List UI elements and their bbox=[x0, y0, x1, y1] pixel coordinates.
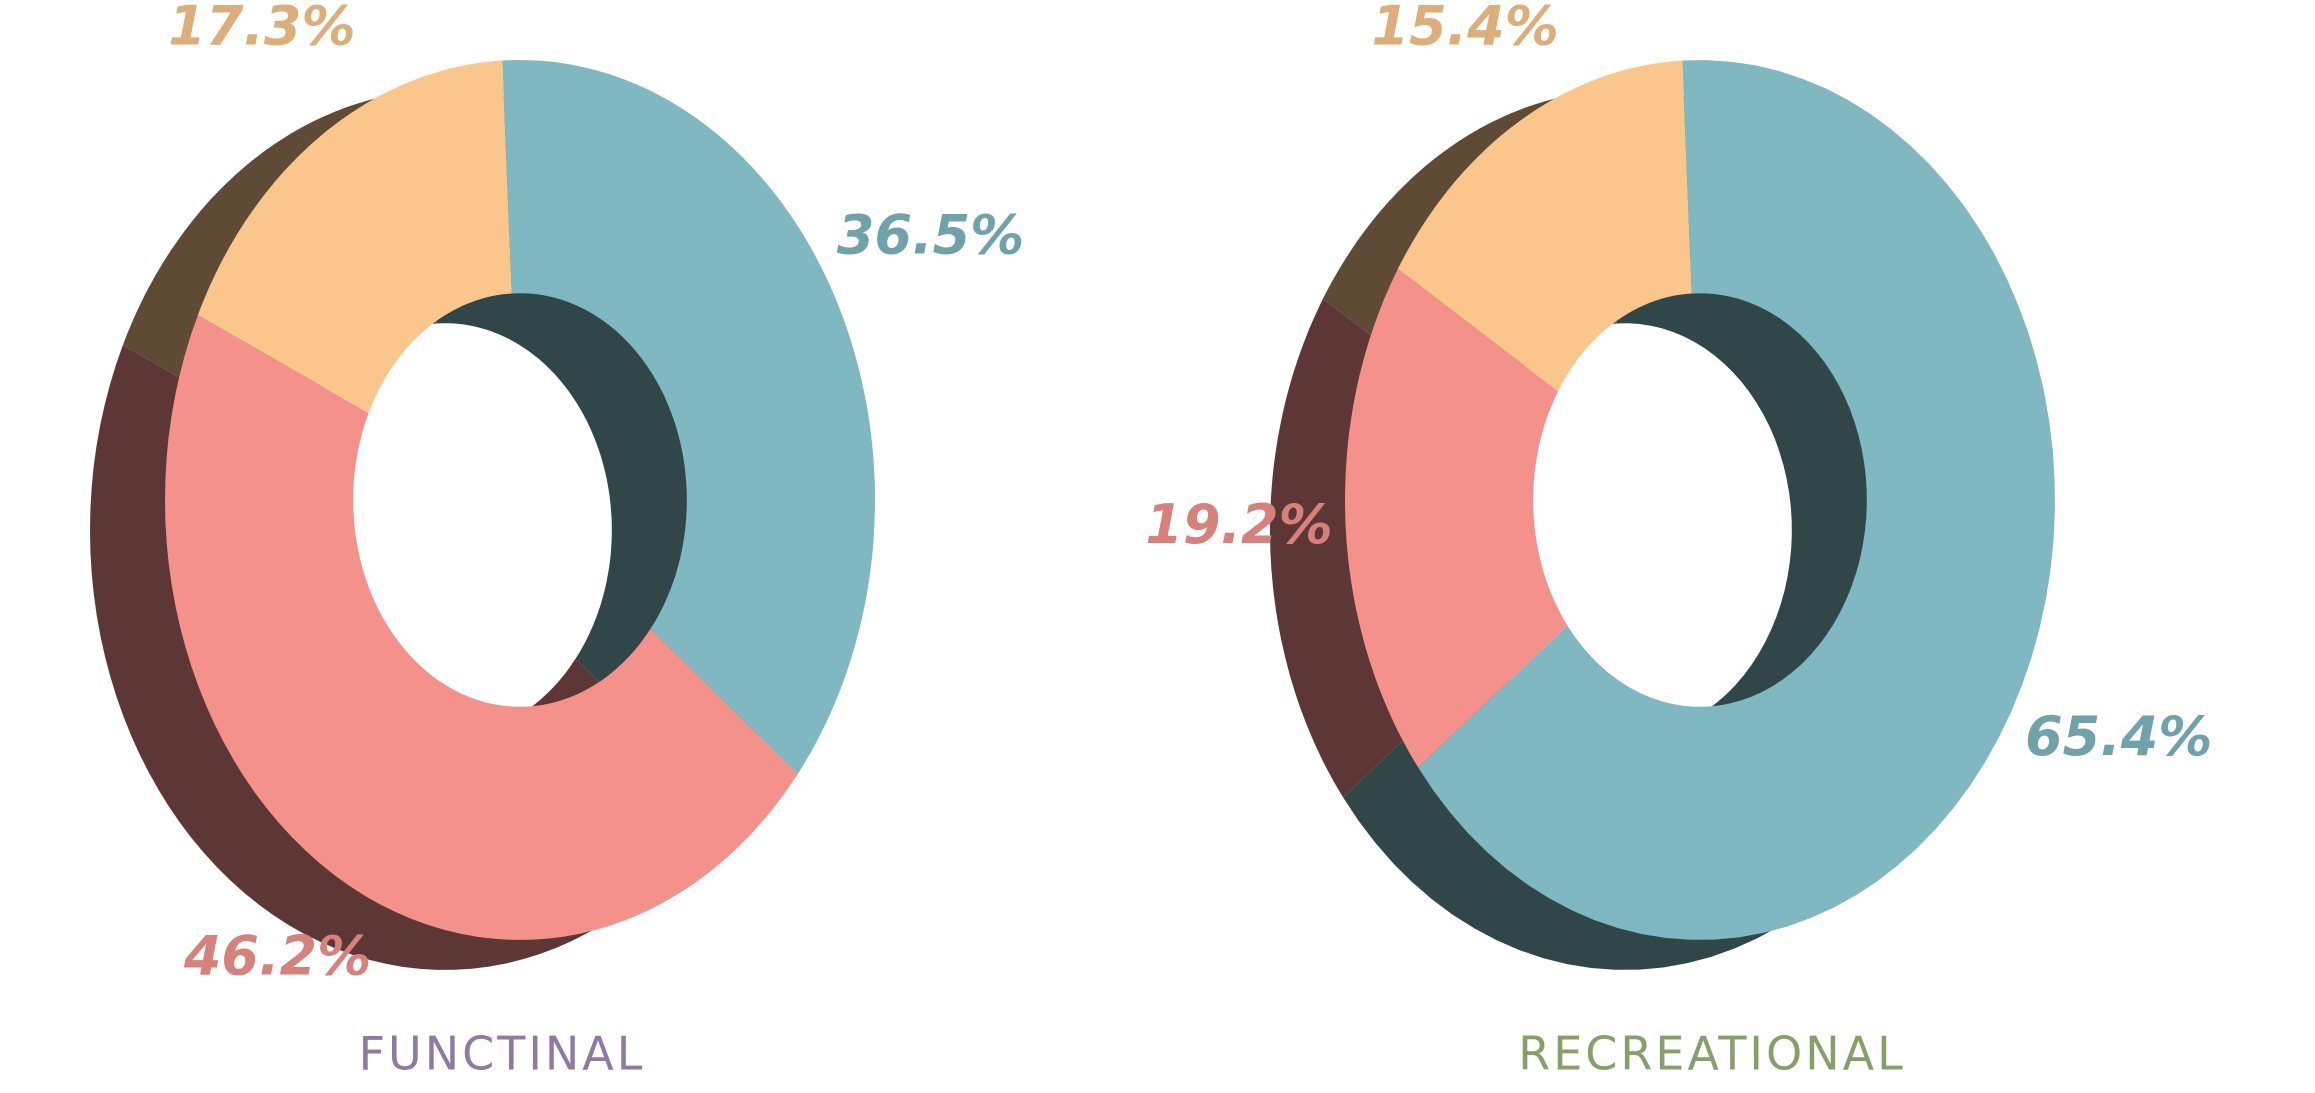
value-label: 65.4% bbox=[2025, 705, 2212, 768]
slice bbox=[1397, 60, 1692, 392]
chart-title: RECREATIONAL bbox=[1518, 1027, 1905, 1081]
value-label: 19.2% bbox=[1145, 493, 1332, 556]
value-label: 15.4% bbox=[1372, 0, 1559, 58]
slice bbox=[1418, 60, 2055, 940]
value-label: 17.3% bbox=[168, 0, 355, 58]
chart-title: FUNCTINAL bbox=[359, 1027, 646, 1081]
slice bbox=[165, 315, 798, 940]
value-label: 46.2% bbox=[183, 925, 371, 988]
value-label: 36.5% bbox=[837, 203, 1024, 266]
slice bbox=[502, 60, 875, 775]
slice bbox=[1345, 268, 1568, 768]
slice bbox=[197, 60, 512, 414]
